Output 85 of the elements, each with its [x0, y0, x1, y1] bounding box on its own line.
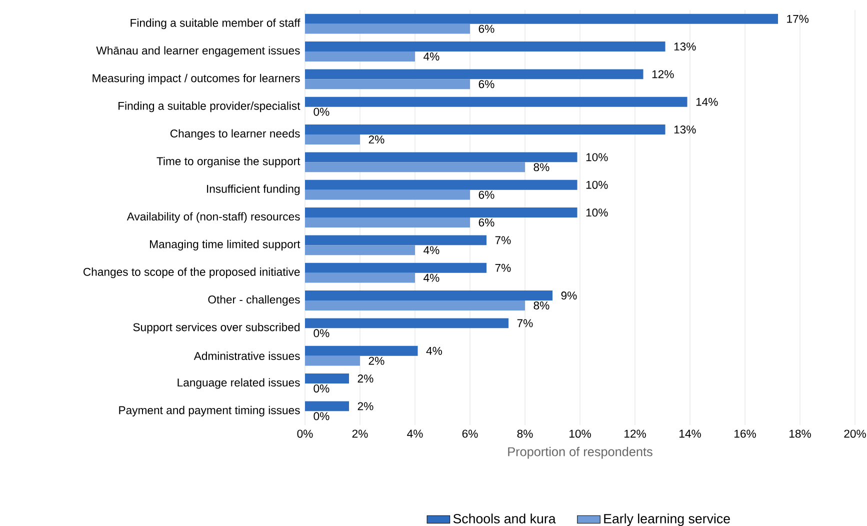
bar	[305, 162, 526, 172]
y-tick-label: Changes to learner needs	[170, 129, 300, 140]
bar	[305, 152, 578, 162]
x-tick-label: 8%	[517, 430, 533, 438]
x-tick-label: 6%	[462, 430, 478, 438]
bar	[305, 318, 509, 328]
data-label: 12%	[652, 70, 674, 78]
bar	[305, 69, 644, 80]
data-label: 2%	[368, 136, 384, 144]
y-tick-label: Measuring impact / outcomes for learners	[92, 74, 300, 84]
x-tick-label: 20%	[844, 430, 866, 438]
data-label: 0%	[314, 108, 330, 116]
bar	[305, 272, 416, 283]
bar	[305, 52, 416, 62]
data-label: 13%	[674, 42, 696, 51]
x-tick-label: 2%	[352, 430, 368, 438]
bar	[305, 262, 487, 273]
bar	[305, 190, 470, 200]
bar	[305, 208, 578, 218]
x-tick-label: 12%	[624, 430, 646, 438]
data-label: 13%	[674, 126, 696, 134]
bar	[305, 180, 578, 190]
data-label: 6%	[478, 24, 494, 33]
bar	[305, 124, 666, 135]
data-label: 4%	[426, 346, 442, 355]
bar	[305, 96, 688, 107]
bar	[305, 356, 360, 366]
y-tick-label: Changes to scope of the proposed initiative	[84, 268, 300, 278]
data-label: 4%	[424, 246, 440, 254]
data-label: 10%	[586, 153, 608, 162]
data-label: 6%	[478, 80, 494, 88]
y-tick-label: Availability of (non-staff) resources	[126, 212, 300, 223]
data-label: 10%	[586, 180, 608, 189]
data-label: 7%	[517, 319, 533, 328]
bar	[305, 218, 470, 228]
y-tick-label: Managing time limited support	[150, 240, 300, 250]
x-axis-title: Proportion of respondents	[508, 446, 652, 459]
y-tick-label: Time to organise the support	[156, 156, 300, 168]
data-label: 4%	[424, 274, 440, 282]
y-tick-label: Language related issues	[178, 378, 300, 389]
data-label: 14%	[696, 98, 718, 106]
y-tick-label: Insufficient funding	[207, 184, 300, 196]
x-tick-label: 18%	[790, 430, 811, 438]
bar	[305, 134, 360, 144]
data-label: 6%	[478, 218, 494, 226]
y-tick-label: Finding a suitable member of staff	[130, 18, 300, 30]
data-label: 4%	[424, 52, 440, 60]
y-tick-label: Other - challenges	[208, 295, 300, 306]
data-label: 8%	[534, 163, 550, 172]
legend-label: Schools and kura	[453, 514, 556, 524]
data-label: 0%	[314, 384, 330, 392]
data-label: 8%	[534, 301, 550, 310]
bar	[305, 374, 350, 384]
data-label: 0%	[314, 412, 330, 420]
x-tick-label: 10%	[570, 430, 591, 438]
data-label: 2%	[358, 402, 374, 410]
bar	[305, 24, 470, 34]
bar	[305, 245, 416, 256]
data-label: 9%	[561, 292, 577, 300]
legend-label: Early learning service	[604, 514, 730, 526]
data-label: 10%	[586, 208, 608, 217]
bar	[305, 79, 470, 90]
x-tick-label: 16%	[734, 430, 756, 438]
bar	[305, 235, 487, 246]
y-tick-label: Support services over subscribed	[133, 322, 300, 334]
data-label: 7%	[495, 236, 511, 244]
bar	[305, 401, 350, 412]
data-label: 7%	[495, 264, 511, 272]
x-tick-label: 14%	[680, 430, 701, 438]
data-label: 6%	[478, 190, 494, 199]
bar	[305, 290, 552, 301]
x-tick-label: 4%	[407, 430, 423, 438]
bar	[305, 346, 418, 356]
bar	[305, 300, 526, 310]
x-tick-label: 0%	[297, 430, 313, 438]
y-tick-label: Finding a suitable provider/specialist	[118, 102, 300, 112]
bar	[305, 42, 666, 52]
y-tick-label: Administrative issues	[194, 352, 300, 360]
data-label: 0%	[314, 329, 330, 338]
y-tick-label: Payment and payment timing issues	[119, 406, 300, 416]
data-label: 2%	[358, 374, 374, 383]
data-label: 2%	[368, 356, 384, 365]
y-tick-label: Whānau and learner engagement issues	[96, 46, 300, 57]
bar	[305, 14, 778, 24]
data-label: 17%	[787, 14, 809, 23]
